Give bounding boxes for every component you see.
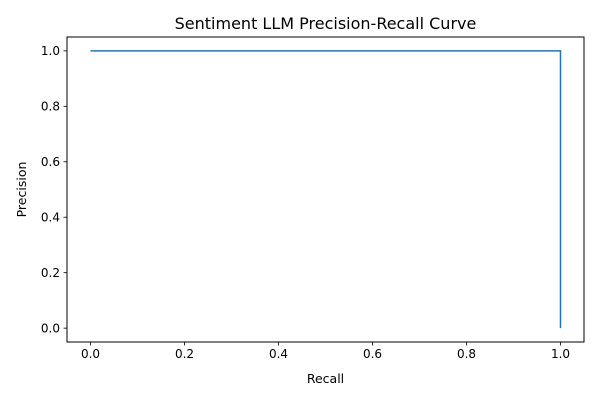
axes-frame — [66, 36, 585, 343]
x-tick-label: 0.0 — [81, 347, 100, 361]
y-tick-label: 0.8 — [41, 100, 60, 114]
y-axis-label: Precision — [14, 162, 29, 218]
y-axis-ticks: 0.0 0.2 0.4 0.6 0.8 1.0 — [41, 44, 67, 335]
y-tick-label: 0.4 — [41, 211, 60, 225]
chart-title: Sentiment LLM Precision-Recall Curve — [175, 14, 477, 33]
x-tick-label: 0.2 — [175, 347, 194, 361]
y-tick-label: 1.0 — [41, 44, 60, 58]
series-layer — [90, 50, 562, 329]
x-axis-ticks: 0.0 0.2 0.4 0.6 0.8 1.0 — [81, 342, 570, 361]
x-tick-label: 0.4 — [269, 347, 288, 361]
x-axis-label: Recall — [307, 371, 344, 386]
x-tick-label: 0.6 — [363, 347, 382, 361]
y-tick-label: 0.0 — [41, 321, 60, 335]
y-tick-label: 0.2 — [41, 266, 60, 280]
plot-area: 0.0 0.2 0.4 0.6 0.8 1.0 0.0 0.2 0.4 0.6 0.8 1.0 — [41, 36, 585, 361]
x-tick-label: 1.0 — [551, 347, 570, 361]
x-tick-label: 0.8 — [457, 347, 476, 361]
series-line — [90, 50, 562, 329]
y-tick-label: 0.6 — [41, 155, 60, 169]
